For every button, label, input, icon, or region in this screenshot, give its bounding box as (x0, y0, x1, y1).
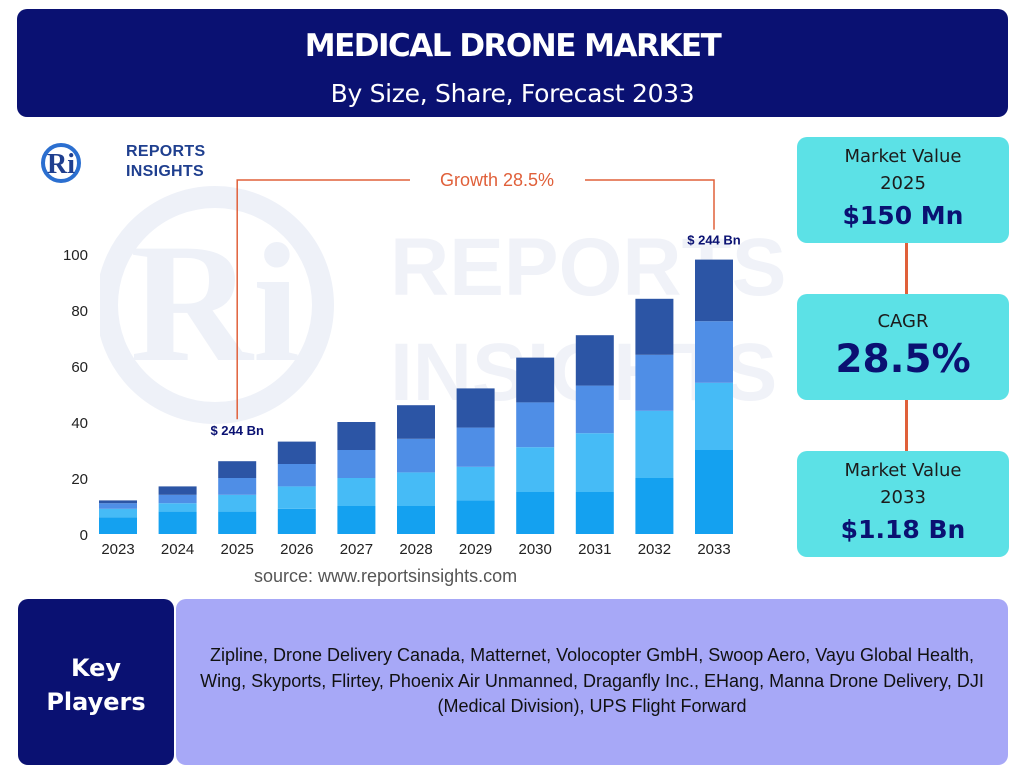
stat-label-cagr: CAGR (877, 311, 929, 332)
x-tick-label: 2026 (280, 541, 313, 558)
key-players-list-panel: Zipline, Drone Delivery Canada, Matterne… (176, 599, 1008, 765)
y-tick-label: 60 (71, 359, 88, 376)
bar-segment (337, 422, 376, 450)
bar-segment (397, 506, 435, 534)
bar-segment (218, 478, 257, 495)
bar-segment (99, 508, 137, 518)
bar-segment (456, 427, 495, 467)
source-note: source: www.reportsinsights.com (254, 566, 518, 586)
bar-segment (456, 466, 495, 501)
bar-segment (337, 450, 376, 478)
bar-segment (397, 438, 435, 473)
bar-segment (695, 450, 733, 534)
key-players-panel: Key Players (18, 599, 174, 765)
y-tick-label: 20 (71, 471, 88, 488)
x-tick-label: 2028 (399, 541, 432, 558)
bar-segment (695, 321, 733, 383)
bar-segment (575, 385, 614, 434)
page-title: MEDICAL DRONE MARKET (304, 28, 722, 64)
key-players-title: Key Players (46, 654, 146, 716)
logo-text-line2: INSIGHTS (126, 163, 204, 180)
bar-segment (337, 478, 376, 506)
bar-segment (575, 492, 614, 534)
bar-segment (277, 441, 316, 464)
stat-box-2025: Market Value 2025 $150 Mn (797, 137, 1009, 243)
bar-segment (695, 259, 733, 322)
x-tick-label: 2023 (101, 541, 134, 558)
x-tick-label: 2025 (221, 541, 254, 558)
page-subtitle: By Size, Share, Forecast 2033 (330, 79, 695, 108)
bar-segment (635, 410, 674, 478)
bar-segment (456, 500, 495, 534)
stat-value-cagr: 28.5% (835, 337, 971, 382)
end-value-label: $ 244 Bn (687, 233, 741, 248)
bar-segment (635, 478, 674, 534)
start-value-label: $ 244 Bn (210, 423, 264, 438)
bar-segment (158, 503, 197, 512)
bar-segment (695, 382, 733, 450)
bar-segment (277, 486, 316, 509)
svg-text:Ri: Ri (130, 209, 300, 397)
bar-segment (635, 354, 674, 411)
market-bar-chart: 0 20 40 60 80 100 2023 2024 2025 2026 2027 2028 2029… (63, 170, 741, 558)
stat-value-2033: $1.18 Bn (840, 515, 966, 544)
bar-segment (337, 506, 376, 534)
bar-segment (277, 464, 316, 487)
x-tick-label: 2032 (638, 541, 671, 558)
stat-label-2033: Market Value 2033 (844, 460, 962, 508)
key-players-text: Zipline, Drone Delivery Canada, Matterne… (200, 645, 984, 716)
x-tick-label: 2031 (578, 541, 611, 558)
connector-line-bottom (905, 400, 908, 451)
bar-segment (99, 500, 137, 504)
stat-value-2025: $150 Mn (842, 201, 964, 230)
bar-segment (456, 388, 495, 428)
x-tick-label: 2029 (459, 541, 492, 558)
bar-segment (397, 405, 435, 439)
connector-line-top (905, 243, 908, 294)
stat-box-cagr: CAGR 28.5% (797, 294, 1009, 400)
stat-label-2025: Market Value 2025 (844, 146, 962, 194)
x-tick-label: 2033 (697, 541, 730, 558)
header-banner: MEDICAL DRONE MARKET By Size, Share, For… (17, 9, 1008, 117)
bar-segment (516, 402, 555, 448)
bar-segment (99, 517, 137, 534)
bar-segment (277, 508, 316, 534)
growth-bracket-right (585, 179, 715, 230)
y-tick-label: 0 (80, 527, 88, 544)
growth-label: Growth 28.5% (440, 170, 554, 190)
reports-insights-logo: Ri REPORTS INSIGHTS (40, 142, 205, 184)
bar-segment (158, 494, 197, 504)
bar-segment (516, 447, 555, 492)
bar-segment (635, 298, 674, 355)
bar-segment (575, 433, 614, 492)
bar-segment (218, 511, 257, 534)
x-tick-label: 2024 (161, 541, 194, 558)
bar-segment (158, 486, 197, 495)
bar-segment (158, 511, 197, 534)
x-tick-label: 2027 (340, 541, 373, 558)
bar-segment (99, 503, 137, 509)
logo-text-line1: REPORTS (126, 143, 206, 160)
stat-box-2033: Market Value 2033 $1.18 Bn (797, 451, 1009, 557)
bar-segment (218, 461, 257, 478)
svg-text:Ri: Ri (47, 149, 75, 180)
bar-segment (575, 335, 614, 386)
growth-bracket-left (236, 179, 410, 420)
y-tick-label: 40 (71, 415, 88, 432)
bar-segment (397, 472, 435, 506)
bar-segment (516, 492, 555, 534)
bar-segment (218, 494, 257, 512)
x-tick-label: 2030 (519, 541, 552, 558)
y-tick-label: 100 (63, 247, 88, 264)
logo-mark-icon: Ri (41, 143, 81, 183)
bar-segment (516, 357, 555, 403)
y-tick-label: 80 (71, 303, 88, 320)
